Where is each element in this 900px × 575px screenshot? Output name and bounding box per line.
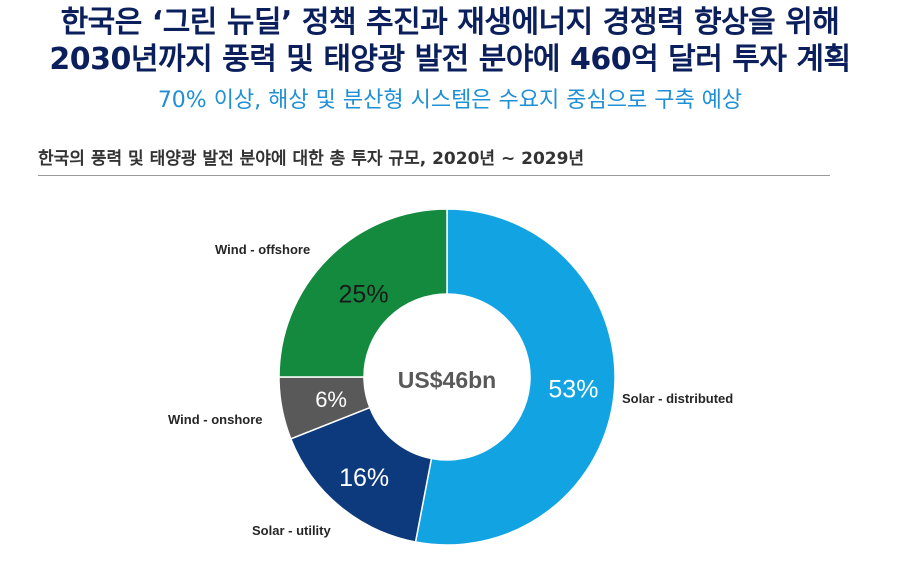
slice-name-label: Solar - distributed [622, 391, 733, 406]
headline-line-1: 한국은 ‘그린 뉴딜’ 정책 추진과 재생에너지 경쟁력 향상을 위해 [60, 5, 840, 40]
percent-labels: 53% 16% 6% 25% [315, 280, 598, 492]
percent-label: 25% [339, 280, 389, 308]
percent-label: 6% [315, 387, 347, 412]
donut-slice-solar-utility [289, 406, 433, 543]
chart-title: 한국의 풍력 및 태양광 발전 분야에 대한 총 투자 규모, 2020년 ~ … [38, 149, 585, 169]
headline-line-2: 2030년까지 풍력 및 태양광 발전 분야에 460억 달러 투자 계획 [49, 42, 851, 77]
percent-label: 53% [548, 376, 598, 404]
donut-slice-wind-offshore [278, 208, 448, 378]
slice-name-label: Wind - onshore [168, 412, 263, 427]
headline: 한국은 ‘그린 뉴딜’ 정책 추진과 재생에너지 경쟁력 향상을 위해 2030… [0, 4, 900, 78]
donut-center-label: US$46bn [398, 367, 496, 393]
slice-name-label: Solar - utility [252, 523, 332, 538]
donut-slice-solar-distributed [414, 208, 616, 546]
donut-slices [278, 208, 616, 546]
slice-name-labels: Solar - distributed Solar - utility Wind -… [168, 242, 733, 538]
slice-name-label: Wind - offshore [215, 242, 310, 257]
subheadline: 70% 이상, 해상 및 분산형 시스템은 수요지 중심으로 구축 예상 [157, 88, 743, 113]
title-divider [38, 175, 830, 176]
percent-label: 16% [339, 464, 389, 492]
